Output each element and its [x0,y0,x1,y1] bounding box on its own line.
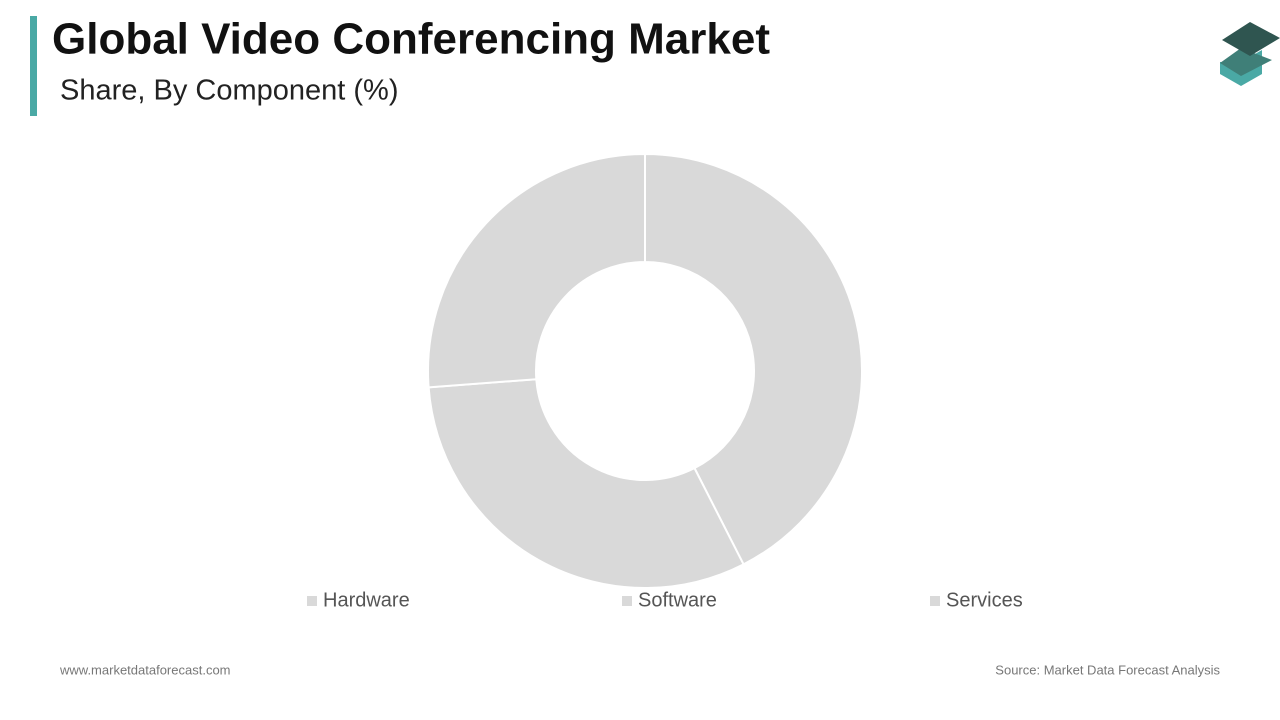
legend-label: Software [638,589,717,611]
legend-label: Hardware [323,589,410,611]
logo [1220,22,1280,86]
slice [427,152,646,389]
slice [427,378,745,589]
chart-title: Global Video Conferencing Market [52,15,770,64]
chart-subtitle: Share, By Component (%) [60,75,398,107]
legend-label: Services [946,589,1023,611]
slice [644,152,863,566]
legend-marker [307,596,317,606]
legend-marker [930,596,940,606]
source: Source: Market Data Forecast Analysis [995,662,1220,677]
website: www.marketdataforecast.com [59,662,231,677]
legend-marker [622,596,632,606]
title-accent [30,16,37,116]
